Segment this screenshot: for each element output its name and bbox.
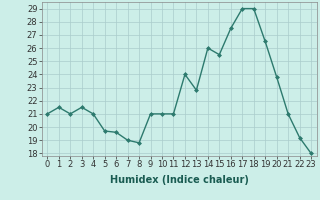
X-axis label: Humidex (Indice chaleur): Humidex (Indice chaleur)	[110, 175, 249, 185]
